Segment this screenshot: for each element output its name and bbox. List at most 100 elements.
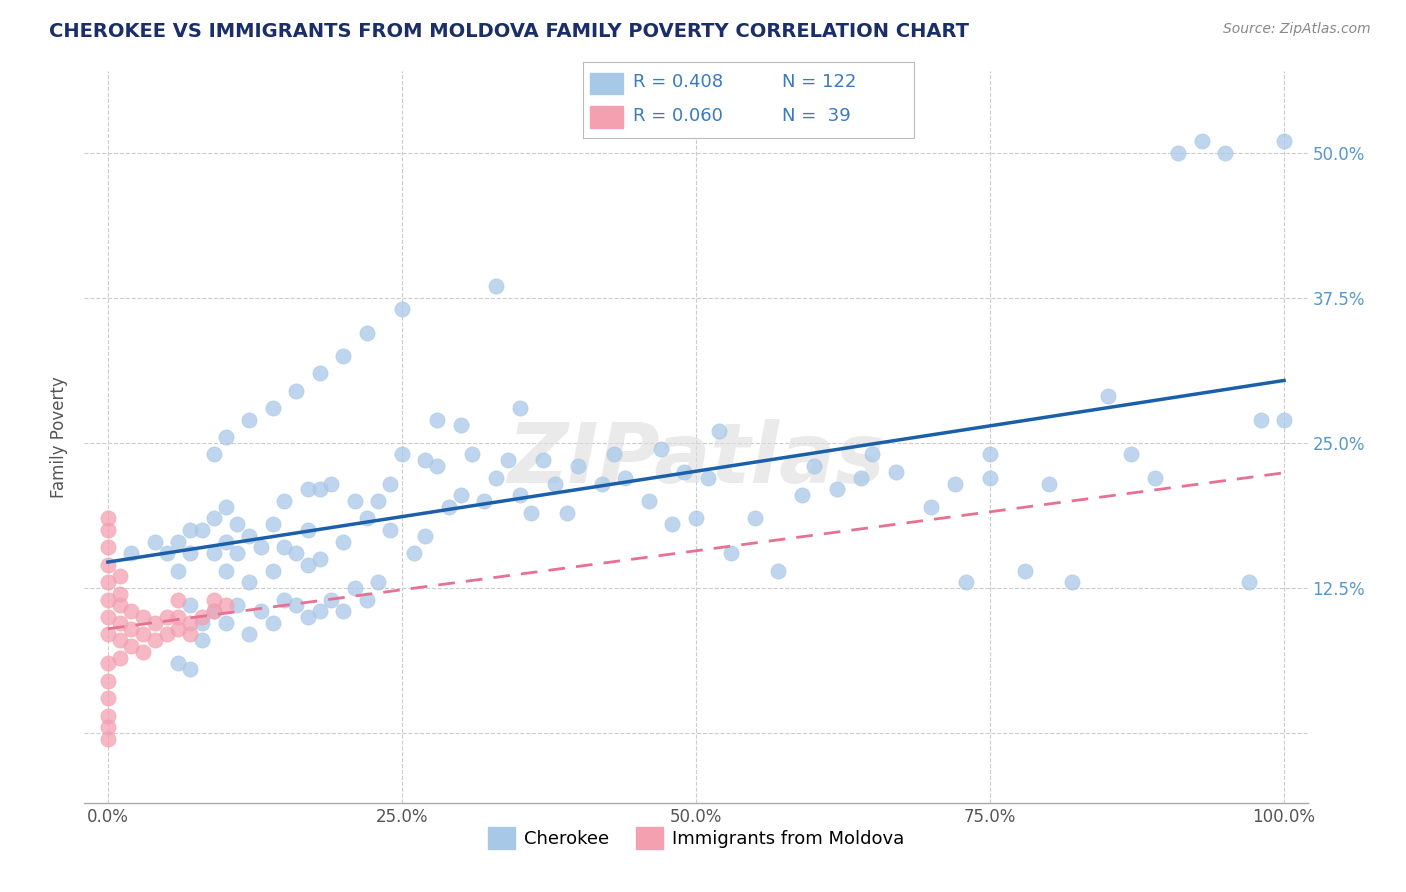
Point bbox=[262, 615, 284, 630]
Point bbox=[308, 604, 330, 618]
Point bbox=[720, 546, 742, 560]
Bar bbox=[591, 106, 623, 128]
Point bbox=[226, 517, 249, 532]
Point bbox=[108, 587, 131, 601]
Point bbox=[650, 442, 672, 456]
Point bbox=[97, 511, 120, 525]
Point bbox=[297, 610, 319, 624]
Point bbox=[450, 488, 472, 502]
Point bbox=[1062, 575, 1084, 590]
Point bbox=[120, 639, 142, 653]
Point bbox=[202, 604, 225, 618]
Point bbox=[179, 615, 201, 630]
Point bbox=[238, 412, 260, 426]
Point bbox=[97, 691, 120, 706]
Point bbox=[214, 430, 236, 444]
Point bbox=[262, 517, 284, 532]
Point bbox=[97, 657, 120, 671]
Point bbox=[744, 511, 766, 525]
Point bbox=[509, 488, 531, 502]
Point bbox=[167, 657, 190, 671]
Point bbox=[614, 471, 637, 485]
Point bbox=[1250, 412, 1272, 426]
Point bbox=[167, 622, 190, 636]
Point bbox=[437, 500, 460, 514]
Point bbox=[803, 459, 825, 474]
Point bbox=[426, 459, 449, 474]
Point bbox=[332, 349, 354, 363]
Point bbox=[709, 424, 731, 438]
Point bbox=[308, 366, 330, 380]
Point bbox=[343, 581, 366, 595]
Point bbox=[238, 529, 260, 543]
Text: R = 0.408: R = 0.408 bbox=[633, 73, 723, 91]
Point bbox=[191, 610, 214, 624]
Point bbox=[496, 453, 519, 467]
Point bbox=[108, 650, 131, 665]
Point bbox=[262, 401, 284, 415]
Point bbox=[285, 546, 308, 560]
Point bbox=[567, 459, 589, 474]
Point bbox=[273, 494, 295, 508]
Point bbox=[132, 627, 155, 641]
Point bbox=[860, 448, 883, 462]
Point bbox=[920, 500, 942, 514]
Point bbox=[202, 546, 225, 560]
Point bbox=[167, 592, 190, 607]
Point bbox=[108, 599, 131, 613]
Point bbox=[108, 569, 131, 583]
Point bbox=[167, 564, 190, 578]
Point bbox=[1014, 564, 1036, 578]
Point bbox=[226, 546, 249, 560]
Point bbox=[143, 615, 166, 630]
Point bbox=[415, 453, 437, 467]
Point bbox=[380, 476, 402, 491]
Point bbox=[472, 494, 495, 508]
Point bbox=[332, 604, 354, 618]
Point bbox=[1097, 389, 1119, 403]
Point bbox=[544, 476, 567, 491]
Point bbox=[367, 494, 389, 508]
Point bbox=[179, 546, 201, 560]
Point bbox=[308, 552, 330, 566]
Point bbox=[696, 471, 718, 485]
Point bbox=[97, 610, 120, 624]
Point bbox=[214, 599, 236, 613]
Point bbox=[1143, 471, 1166, 485]
Point bbox=[768, 564, 790, 578]
Text: N =  39: N = 39 bbox=[782, 106, 851, 125]
Point bbox=[132, 645, 155, 659]
Text: Source: ZipAtlas.com: Source: ZipAtlas.com bbox=[1223, 22, 1371, 37]
Point bbox=[1213, 145, 1236, 160]
Point bbox=[332, 534, 354, 549]
Point bbox=[356, 592, 378, 607]
Point bbox=[285, 384, 308, 398]
Point bbox=[297, 523, 319, 537]
Point bbox=[97, 731, 120, 746]
Point bbox=[685, 511, 707, 525]
Point bbox=[343, 494, 366, 508]
Point bbox=[602, 448, 624, 462]
Point bbox=[825, 483, 848, 497]
Point bbox=[884, 465, 907, 479]
Point bbox=[179, 627, 201, 641]
Point bbox=[97, 708, 120, 723]
Point bbox=[97, 541, 120, 555]
Point bbox=[214, 500, 236, 514]
Point bbox=[461, 448, 484, 462]
Point bbox=[238, 627, 260, 641]
Point bbox=[356, 511, 378, 525]
Point bbox=[97, 558, 120, 572]
Point bbox=[297, 558, 319, 572]
Point bbox=[1121, 448, 1143, 462]
Point bbox=[143, 534, 166, 549]
Point bbox=[249, 541, 271, 555]
Point bbox=[979, 471, 1001, 485]
Point bbox=[202, 604, 225, 618]
Point bbox=[308, 483, 330, 497]
Bar bbox=[591, 73, 623, 95]
Point bbox=[1272, 134, 1295, 148]
Point bbox=[191, 633, 214, 648]
Point bbox=[531, 453, 554, 467]
Point bbox=[1237, 575, 1260, 590]
